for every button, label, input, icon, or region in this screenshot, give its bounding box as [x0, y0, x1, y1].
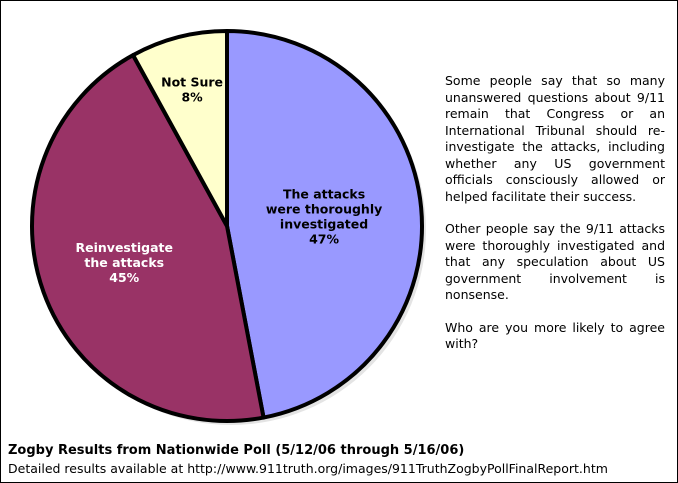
slice-label-line: the attacks [84, 255, 164, 270]
pie-chart: The attacks were thoroughly investigated47… [30, 29, 426, 425]
value-label: 47% [309, 231, 339, 246]
pie-slice [225, 29, 424, 420]
annotation: Who are you more likely to agree with? [445, 319, 665, 352]
slice-label: Reinvestigate the attacks [76, 240, 173, 270]
slice-label-line: were thoroughly [266, 201, 382, 216]
slice-label-line: Not Sure [161, 75, 223, 90]
value-label: 8% [181, 90, 203, 105]
slice-label: Not Sure [161, 75, 223, 90]
slice-label: The attacks were thoroughly investigated [266, 186, 382, 231]
chart-title: Zogby Results from Nationwide Poll (5/12… [8, 443, 465, 458]
slice-label-line: investigated [280, 216, 368, 231]
value-label: 45% [109, 270, 139, 285]
slice-label-line: The attacks [283, 186, 365, 201]
chart-caption: Detailed results available at http://www… [8, 461, 608, 476]
annotation: Some people say that so many unanswered … [445, 73, 665, 204]
slice-label-line: Reinvestigate [76, 240, 173, 255]
question-panel: Some people say that so many unanswered … [445, 73, 665, 369]
pie-slice [131, 29, 229, 228]
annotation: Other people say the 9/11 attacks were t… [445, 221, 665, 302]
pie-slice [30, 53, 266, 423]
